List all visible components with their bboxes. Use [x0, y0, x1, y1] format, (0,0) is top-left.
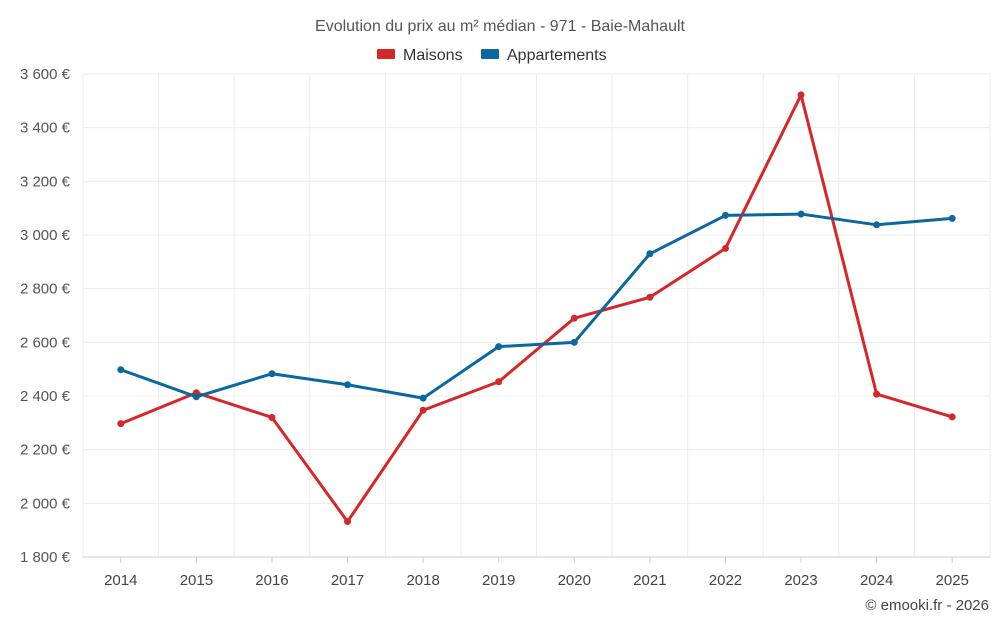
x-tick-label: 2018: [406, 572, 439, 589]
chart-title: Evolution du prix au m² médian - 971 - B…: [315, 18, 686, 35]
data-point-maisons[interactable]: [419, 406, 427, 414]
y-tick-label: 3 400 €: [20, 120, 71, 137]
data-point-appartements[interactable]: [646, 250, 654, 258]
y-tick-label: 2 400 €: [20, 388, 71, 405]
data-point-appartements[interactable]: [570, 338, 578, 346]
data-point-appartements[interactable]: [268, 370, 276, 378]
y-tick-label: 3 000 €: [20, 227, 71, 244]
y-tick-label: 2 200 €: [20, 442, 71, 459]
data-point-maisons[interactable]: [117, 420, 125, 428]
legend-label-appartements: Appartements: [507, 47, 607, 64]
series-line-maisons: [119, 93, 954, 524]
legend-item-appartements[interactable]: Appartements: [481, 47, 607, 64]
legend-item-maisons[interactable]: Maisons: [377, 47, 463, 64]
y-axis: 1 800 € 2 000 € 2 200 € 2 400 € 2 600 € 2 800…: [20, 66, 71, 566]
x-tick-label: 2020: [558, 572, 591, 589]
legend-label-maisons: Maisons: [403, 47, 463, 64]
data-point-maisons[interactable]: [948, 413, 956, 421]
x-tick-label: 2017: [331, 572, 364, 589]
data-point-maisons[interactable]: [646, 293, 654, 301]
data-point-appartements[interactable]: [344, 381, 352, 389]
x-tick-label: 2024: [860, 572, 893, 589]
x-tick-label: 2022: [709, 572, 742, 589]
legend: Maisons Appartements: [377, 47, 607, 64]
legend-swatch-maisons: [377, 49, 395, 59]
x-tick-label: 2019: [482, 572, 515, 589]
data-point-appartements[interactable]: [721, 211, 729, 219]
y-tick-label: 3 600 €: [20, 66, 71, 83]
x-tick-label: 2016: [255, 572, 288, 589]
data-point-maisons[interactable]: [570, 314, 578, 322]
data-point-appartements[interactable]: [192, 393, 200, 401]
series-layer: [117, 91, 956, 526]
y-tick-label: 3 200 €: [20, 173, 71, 190]
data-point-maisons[interactable]: [721, 244, 729, 252]
data-point-appartements[interactable]: [797, 210, 805, 218]
data-point-appartements[interactable]: [948, 214, 956, 222]
data-point-appartements[interactable]: [117, 366, 125, 374]
y-tick-label: 2 800 €: [20, 281, 71, 298]
x-tick-label: 2023: [784, 572, 817, 589]
x-tick-label: 2025: [936, 572, 969, 589]
data-point-appartements[interactable]: [873, 221, 881, 229]
x-axis: 2014 2015 2016 2017 2018 2019 2020 2021 2022 2023…: [83, 556, 990, 589]
y-tick-label: 2 600 €: [20, 334, 71, 351]
x-tick-label: 2021: [633, 572, 666, 589]
credit-text: © emooki.fr - 2026: [865, 597, 989, 614]
data-point-maisons[interactable]: [495, 378, 503, 386]
data-point-maisons[interactable]: [268, 413, 276, 421]
data-point-maisons[interactable]: [873, 390, 881, 398]
data-point-maisons[interactable]: [344, 518, 352, 526]
grid: [82, 73, 991, 558]
series-line-appartements: [119, 212, 954, 400]
data-point-appartements[interactable]: [495, 343, 503, 351]
y-tick-label: 1 800 €: [20, 549, 71, 566]
x-tick-label: 2014: [104, 572, 137, 589]
x-tick-label: 2015: [180, 572, 213, 589]
legend-swatch-appartements: [481, 49, 499, 59]
data-point-maisons[interactable]: [797, 91, 805, 99]
data-point-appartements[interactable]: [419, 394, 427, 402]
y-tick-label: 2 000 €: [20, 495, 71, 512]
